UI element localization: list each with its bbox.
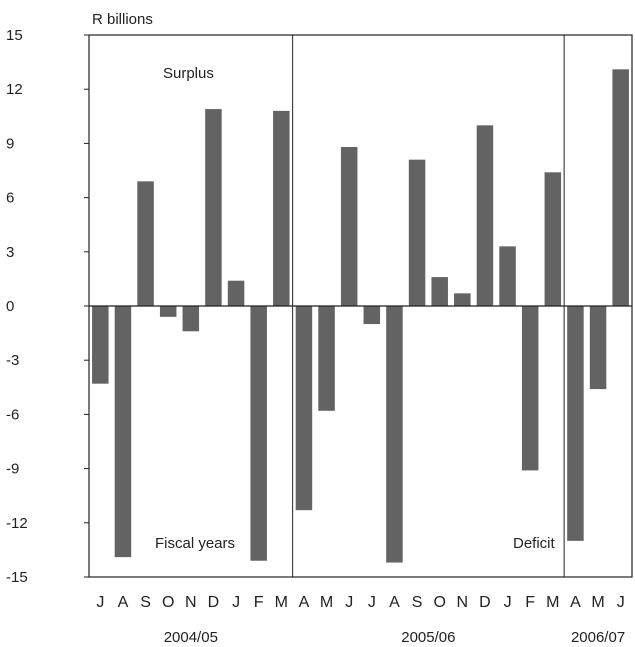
x-tick-label: F bbox=[254, 594, 264, 611]
bar bbox=[363, 306, 381, 325]
bar bbox=[589, 306, 607, 390]
bar bbox=[544, 172, 562, 306]
y-tick-label: -9 bbox=[6, 461, 19, 478]
bar bbox=[499, 246, 516, 306]
bar bbox=[137, 181, 154, 306]
bar bbox=[273, 110, 290, 306]
x-tick-label: J bbox=[96, 594, 104, 611]
bar bbox=[92, 306, 109, 384]
x-tick-label: S bbox=[412, 594, 423, 611]
x-tick-label: M bbox=[320, 594, 333, 611]
y-tick-label: -6 bbox=[6, 406, 19, 423]
x-tick-label: A bbox=[118, 594, 129, 611]
y-tick-label: 0 bbox=[6, 298, 14, 315]
bar bbox=[250, 306, 267, 561]
x-tick-label: J bbox=[617, 594, 625, 611]
x-tick-label: M bbox=[591, 594, 604, 611]
bar bbox=[205, 109, 222, 306]
y-tick-label: -3 bbox=[6, 352, 19, 369]
bar bbox=[386, 306, 403, 563]
bar bbox=[408, 159, 426, 306]
annotation-fiscal-years: Fiscal years bbox=[155, 535, 235, 552]
bar bbox=[612, 69, 629, 307]
bar bbox=[567, 306, 584, 541]
bar bbox=[431, 277, 448, 306]
x-tick-label: M bbox=[275, 594, 288, 611]
fiscal-year-label: 2006/07 bbox=[571, 629, 625, 646]
x-tick-label: J bbox=[504, 594, 512, 611]
x-tick-label: J bbox=[232, 594, 240, 611]
bar bbox=[318, 306, 335, 411]
x-tick-label: D bbox=[479, 594, 491, 611]
x-tick-label: D bbox=[208, 594, 220, 611]
x-tick-label: J bbox=[368, 594, 376, 611]
y-tick-label: 6 bbox=[6, 190, 14, 207]
annotation-surplus: Surplus bbox=[163, 65, 214, 82]
y-tick-label: 3 bbox=[6, 244, 14, 261]
y-tick-label: -12 bbox=[6, 515, 28, 532]
fiscal-year-label: 2005/06 bbox=[401, 629, 455, 646]
x-tick-label: M bbox=[546, 594, 559, 611]
bar bbox=[340, 147, 358, 306]
x-tick-label: F bbox=[525, 594, 535, 611]
x-tick-label: N bbox=[457, 594, 469, 611]
y-tick-label: 12 bbox=[6, 81, 23, 98]
bar bbox=[454, 293, 471, 306]
bar bbox=[295, 306, 313, 511]
fiscal-year-label: 2004/05 bbox=[164, 629, 218, 646]
x-tick-label: A bbox=[570, 594, 581, 611]
bar bbox=[521, 306, 539, 471]
x-tick-label: A bbox=[389, 594, 400, 611]
bar bbox=[182, 306, 200, 332]
bar bbox=[476, 125, 494, 306]
annotation-deficit: Deficit bbox=[513, 535, 556, 552]
x-tick-label: O bbox=[162, 594, 174, 611]
x-tick-label: O bbox=[433, 594, 445, 611]
x-tick-label: A bbox=[299, 594, 310, 611]
y-tick-label: -15 bbox=[6, 569, 28, 586]
x-tick-label: S bbox=[140, 594, 151, 611]
y-tick-label: 9 bbox=[6, 135, 14, 152]
bar bbox=[114, 306, 132, 558]
bar bbox=[159, 306, 177, 317]
plot-frame bbox=[88, 34, 633, 578]
y-axis-label: R billions bbox=[92, 11, 153, 28]
y-tick-label: 15 bbox=[6, 27, 23, 44]
bar bbox=[227, 280, 245, 306]
x-tick-label: N bbox=[185, 594, 197, 611]
x-tick-label: J bbox=[345, 594, 353, 611]
